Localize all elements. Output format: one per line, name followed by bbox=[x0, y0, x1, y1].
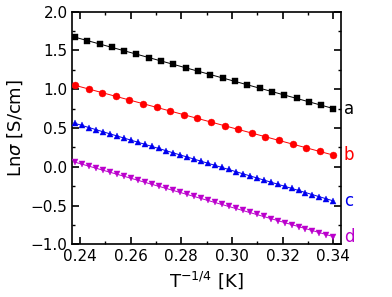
Y-axis label: Ln$\sigma$ [S/cm]: Ln$\sigma$ [S/cm] bbox=[5, 79, 25, 177]
Text: d: d bbox=[344, 228, 354, 246]
Text: c: c bbox=[344, 192, 353, 210]
Text: a: a bbox=[344, 99, 354, 118]
X-axis label: T$^{-1/4}$ [K]: T$^{-1/4}$ [K] bbox=[169, 270, 244, 291]
Text: b: b bbox=[344, 146, 354, 164]
